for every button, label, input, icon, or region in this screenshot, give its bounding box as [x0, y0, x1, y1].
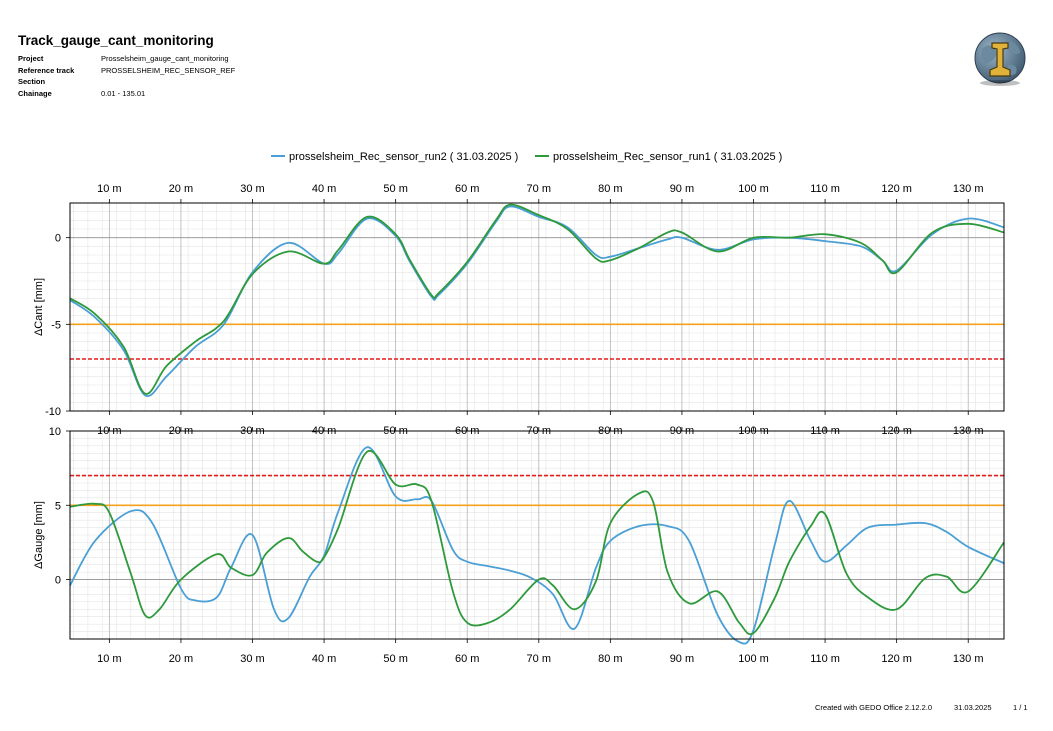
plot-frame [69, 430, 1005, 640]
x-tick-label: 10 m [97, 653, 121, 665]
x-tick-label: 30 m [240, 653, 264, 665]
x-tick-label: 30 m [240, 183, 264, 195]
series-line [69, 205, 1005, 398]
footer-created: Created with GEDO Office 2.12.2.0 [815, 703, 933, 712]
y-tick-label: 5 [55, 500, 61, 512]
x-tick-label: 60 m [455, 183, 479, 195]
y-tick-label: -10 [45, 406, 61, 418]
x-tick-label: 40 m [312, 183, 336, 195]
legend-label: prosselsheim_Rec_sensor_run1 ( 31.03.202… [553, 151, 782, 163]
meta-row-project: Project Prosselsheim_gauge_cant_monitori… [18, 53, 235, 65]
x-tick-label: 90 m [670, 183, 694, 195]
meta-label: Reference track [18, 65, 75, 75]
x-tick-label: 70 m [527, 653, 551, 665]
meta-value: PROSSELSHEIM_REC_SENSOR_REF [101, 65, 236, 75]
x-tick-label: 20 m [169, 183, 193, 195]
x-tick-label: 130 m [953, 183, 984, 195]
x-tick-label: 90 m [670, 653, 694, 665]
x-tick-label: 80 m [598, 183, 622, 195]
x-tick-label: 40 m [312, 653, 336, 665]
x-tick-label: 60 m [455, 653, 479, 665]
x-tick-label: 110 m [810, 653, 840, 665]
legend-label: prosselsheim_Rec_sensor_run2 ( 31.03.202… [289, 151, 518, 163]
y-axis-label: ΔGauge [mm] [33, 501, 45, 569]
footer-date: 31.03.2025 [954, 703, 992, 712]
y-tick-label: -5 [51, 319, 61, 331]
meta-label: Project [18, 54, 44, 63]
meta-label: Chainage [18, 89, 52, 99]
x-tick-label: 20 m [169, 653, 193, 665]
gedo-globe-rail-logo-icon [974, 32, 1026, 86]
meta-value: Prosselsheim_gauge_cant_monitoring [101, 54, 229, 63]
cant-panel [66, 199, 1005, 415]
y-tick-label: 10 [49, 426, 61, 438]
x-tick-label: 100 m [738, 183, 769, 195]
meta-row-reference-track: Reference track PROSSELSHEIM_REC_SENSOR_… [18, 65, 235, 77]
x-tick-label: 100 m [738, 653, 769, 665]
gauge-panel [66, 427, 1005, 645]
footer-page: 1 / 1 [1013, 703, 1028, 712]
series-line [69, 203, 1005, 395]
meta-label: Section [18, 77, 46, 87]
x-tick-label: 120 m [881, 183, 912, 195]
y-tick-label: 0 [55, 575, 61, 587]
x-tick-label: 50 m [383, 653, 407, 665]
x-tick-label: 80 m [598, 653, 622, 665]
plot-frame [69, 202, 1005, 412]
meta-value: 0.01 - 135.01 [101, 89, 146, 99]
meta-row-section: Section [18, 76, 235, 88]
x-tick-label: 70 m [527, 183, 551, 195]
x-tick-label: 10 m [97, 183, 121, 195]
y-axis-label: ΔCant [mm] [33, 278, 45, 336]
series-line [69, 446, 1005, 645]
meta-row-chainage: Chainage 0.01 - 135.01 [18, 88, 235, 100]
series-line [69, 450, 1005, 636]
x-tick-label: 50 m [383, 183, 407, 195]
y-tick-label: 0 [55, 233, 61, 245]
x-tick-label: 120 m [881, 653, 912, 665]
report-title: Track_gauge_cant_monitoring [18, 33, 214, 48]
x-tick-label: 130 m [953, 653, 984, 665]
x-tick-label: 110 m [810, 183, 840, 195]
report-meta: Project Prosselsheim_gauge_cant_monitori… [18, 53, 235, 100]
